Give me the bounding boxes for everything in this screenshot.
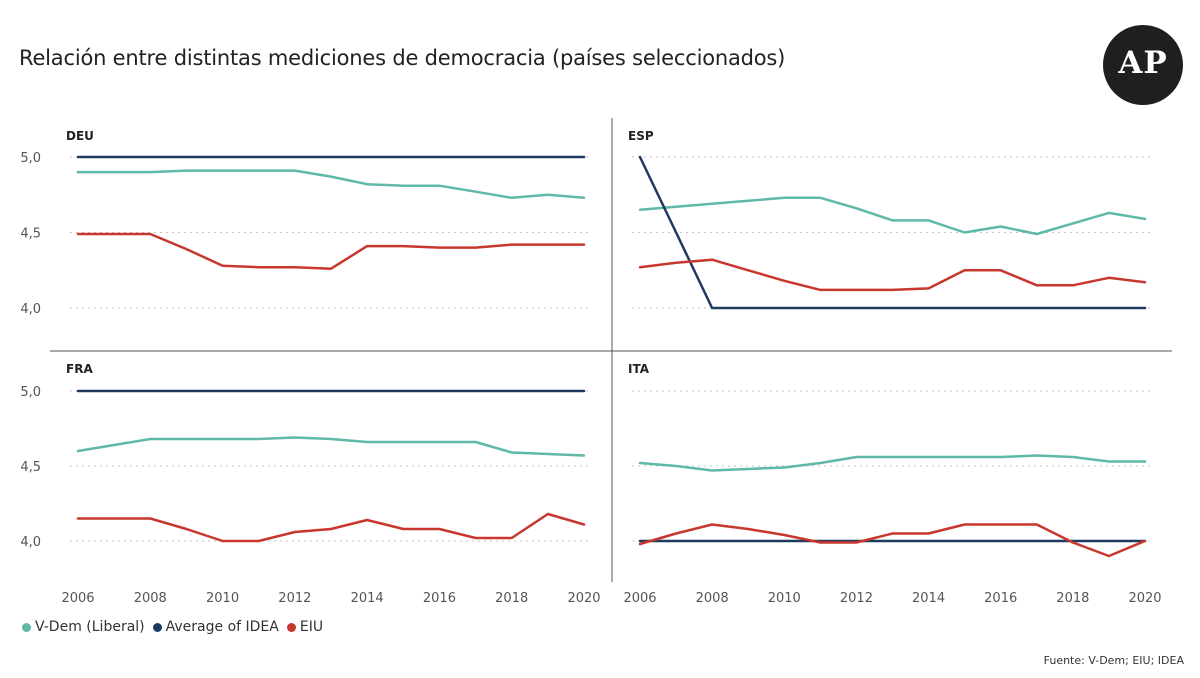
- series-line-average-of-idea: [638, 155, 1147, 310]
- x-axis: 2006 2008 2010 2012 2014 2016 2018 2020 2006 2008…: [61, 591, 1161, 606]
- legend-label: Average of IDEA: [165, 619, 279, 635]
- panel-deu: DEU 4,0 4,5 5,0: [20, 129, 592, 317]
- x-tick-label: 2008: [134, 591, 167, 606]
- chart-panels: DEU 4,0 4,5 5,0 ESP FRA 4,0 4,5 5,0 ITA: [20, 129, 1153, 558]
- panel-fra: FRA 4,0 4,5 5,0: [20, 362, 592, 550]
- legend-item: EIU: [286, 619, 324, 635]
- x-tick-label: 2012: [278, 591, 311, 606]
- x-tick-label: 2018: [1056, 591, 1089, 606]
- x-tick-label: 2020: [567, 591, 600, 606]
- panel-label: FRA: [66, 362, 93, 376]
- series-line-v-dem-liberal: [638, 454, 1147, 472]
- ap-logo: AP: [1103, 25, 1183, 105]
- legend-dot-icon: [286, 622, 296, 632]
- legend-dot-icon: [22, 622, 31, 632]
- legend-label: EIU: [299, 619, 324, 635]
- panel-label: ITA: [628, 362, 650, 376]
- series-line-v-dem-liberal: [638, 196, 1147, 236]
- series-line-eiu: [638, 523, 1147, 558]
- x-tick-label: 2014: [351, 591, 384, 606]
- legend-item: Average of IDEA: [152, 619, 279, 635]
- panel-dividers: [50, 118, 1172, 582]
- panel-ita: ITA: [628, 362, 1153, 558]
- y-tick-label: 5,0: [20, 385, 41, 400]
- logo-text: AP: [1118, 45, 1168, 81]
- x-tick-label: 2014: [912, 591, 945, 606]
- series-line-eiu: [76, 512, 586, 543]
- legend-dot-icon: [152, 622, 162, 632]
- x-tick-label: 2006: [623, 591, 656, 606]
- series-line-v-dem-liberal: [76, 169, 586, 200]
- x-tick-label: 2006: [61, 591, 94, 606]
- legend-item: V-Dem (Liberal): [22, 619, 145, 635]
- series-line-eiu: [638, 258, 1147, 292]
- panel-esp: ESP: [628, 129, 1153, 310]
- x-tick-label: 2018: [495, 591, 528, 606]
- y-tick-label: 4,0: [20, 535, 41, 550]
- x-tick-label: 2010: [206, 591, 239, 606]
- source-note: Fuente: V-Dem; EIU; IDEA: [1043, 654, 1184, 667]
- y-tick-label: 4,0: [20, 302, 41, 317]
- y-tick-label: 5,0: [20, 151, 41, 166]
- chart-title: Relación entre distintas mediciones de d…: [19, 46, 786, 70]
- x-tick-label: 2016: [423, 591, 456, 606]
- legend-label: V-Dem (Liberal): [35, 619, 145, 635]
- series-line-v-dem-liberal: [76, 436, 586, 457]
- x-tick-label: 2020: [1128, 591, 1161, 606]
- x-tick-label: 2010: [768, 591, 801, 606]
- panel-label: DEU: [66, 129, 94, 143]
- x-tick-label: 2016: [984, 591, 1017, 606]
- series-line-eiu: [76, 232, 586, 270]
- x-tick-label: 2012: [840, 591, 873, 606]
- x-tick-label: 2008: [696, 591, 729, 606]
- y-tick-label: 4,5: [20, 227, 41, 242]
- legend: V-Dem (Liberal) Average of IDEA EIU: [22, 619, 331, 635]
- y-tick-label: 4,5: [20, 460, 41, 475]
- panel-label: ESP: [628, 129, 654, 143]
